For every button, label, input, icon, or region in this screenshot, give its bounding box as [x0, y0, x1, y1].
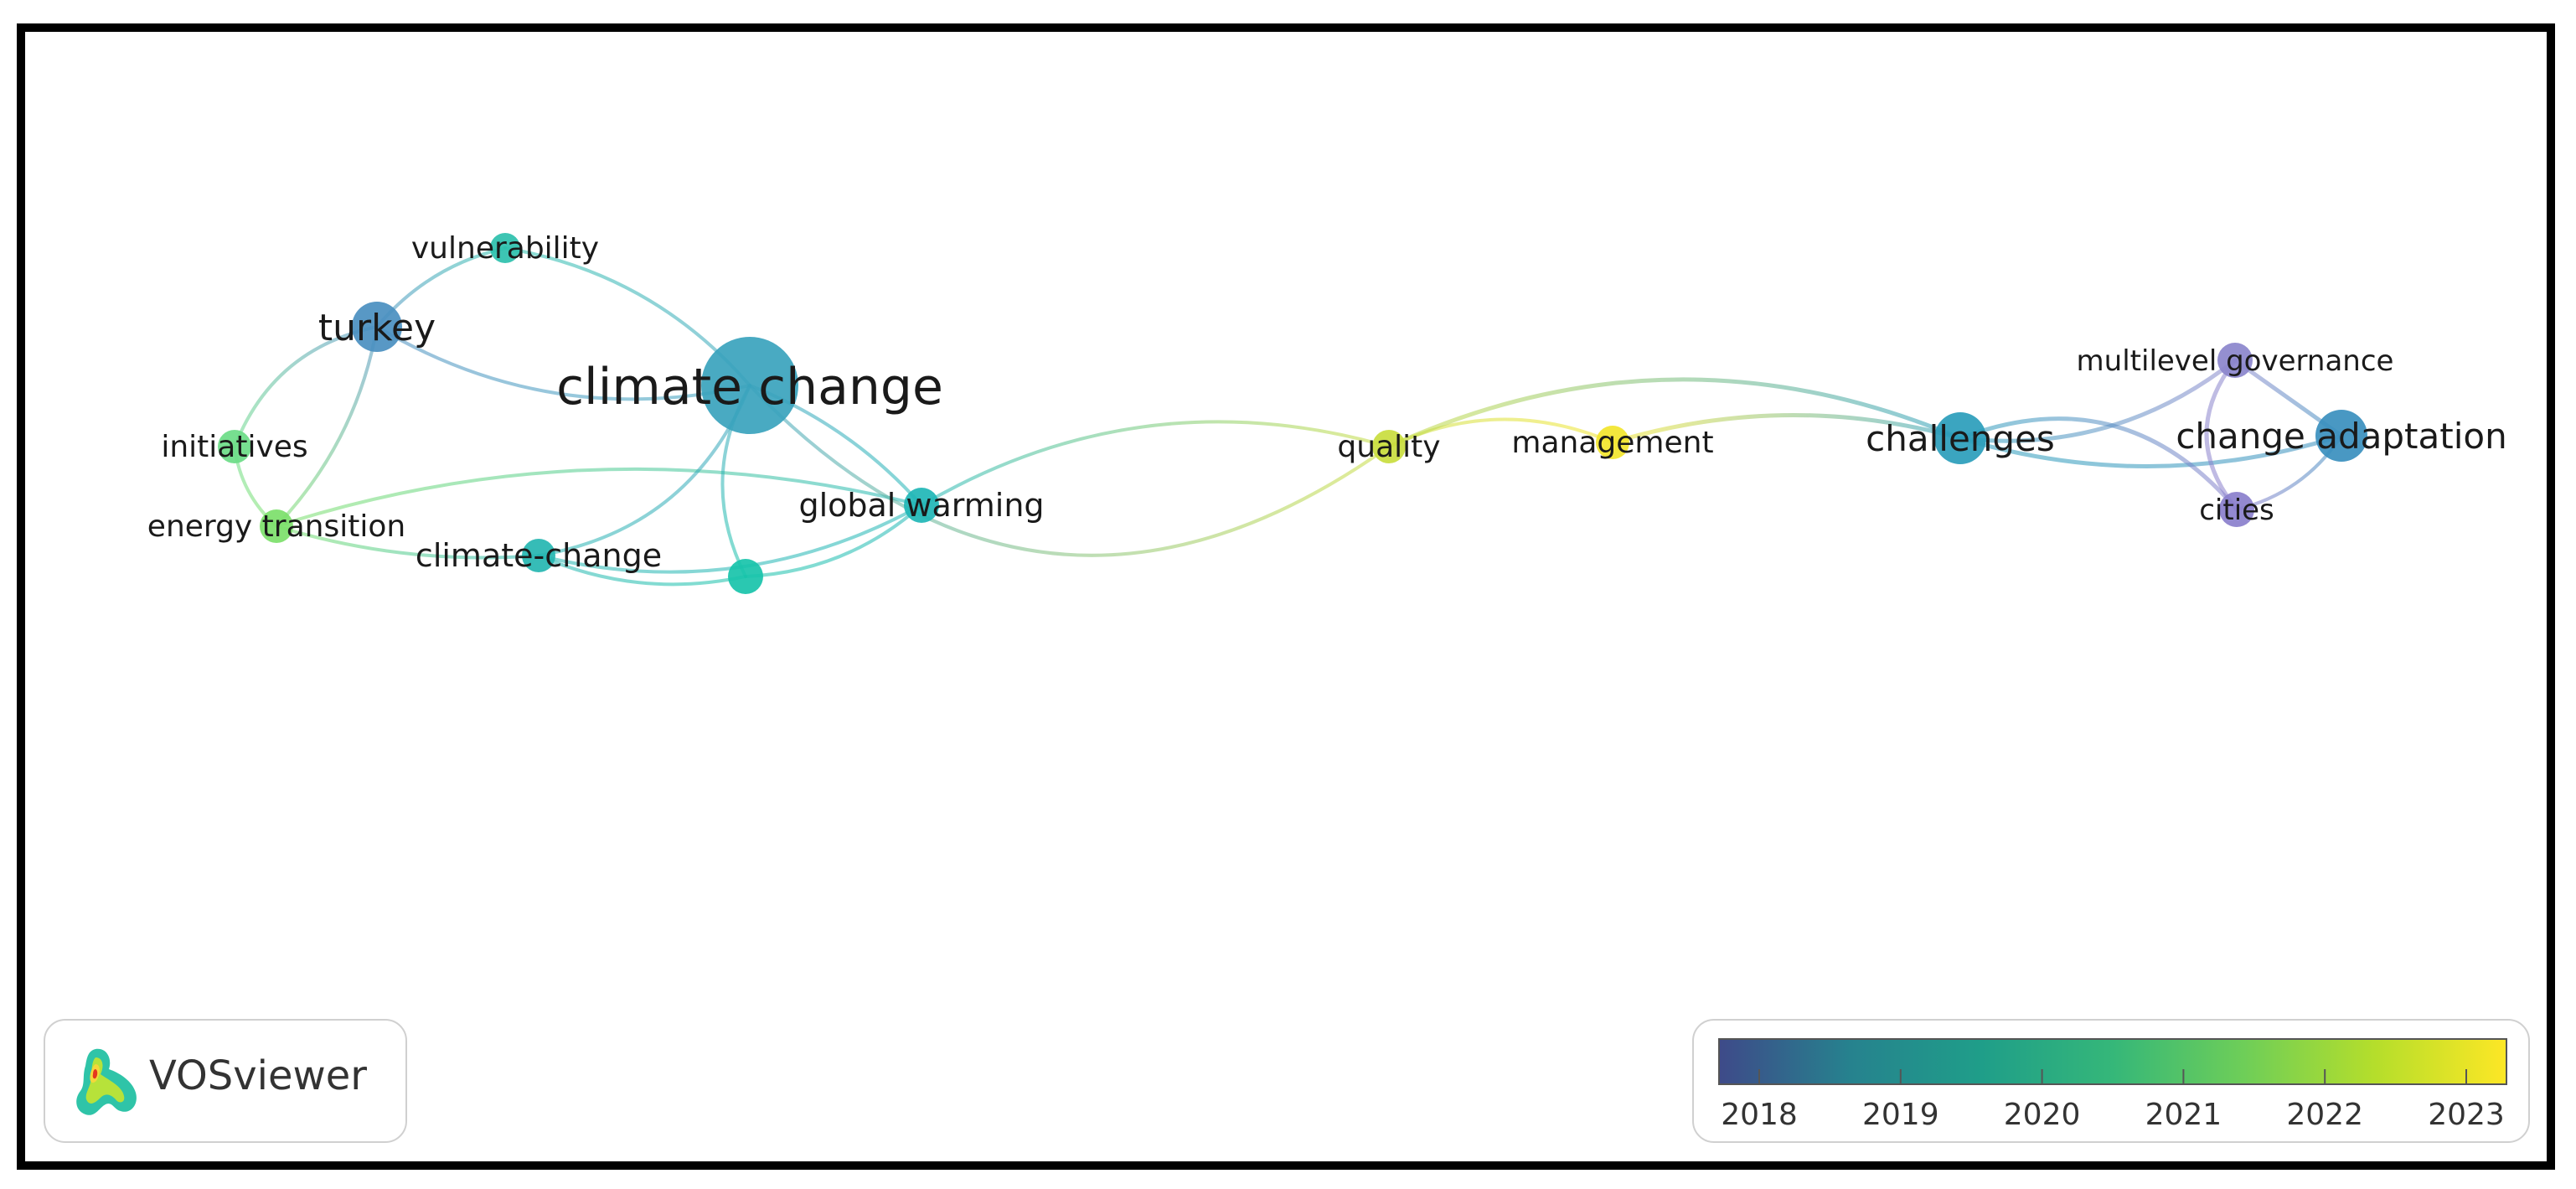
edges-layer	[233, 246, 2344, 587]
node-energy-transition[interactable]	[260, 509, 293, 543]
figure-frame	[17, 23, 2555, 1170]
vosviewer-badge: VOSviewer	[44, 1019, 407, 1143]
node-label-global-warming: global warming	[798, 487, 1044, 524]
color-scale-bar	[1718, 1038, 2507, 1085]
color-scale-svg: 2018 2019 2020 2021 2022 2023	[1718, 1038, 2507, 1132]
node-multilevel-governance[interactable]	[2217, 343, 2253, 378]
node-label-energy-transition: energy transition	[147, 509, 405, 544]
edge-climate-change-main-quality	[748, 384, 1391, 557]
node-initiatives[interactable]	[218, 430, 251, 463]
node-quality[interactable]	[1372, 430, 1406, 463]
nodes-layer	[218, 233, 2367, 594]
node-unlabeled[interactable]	[728, 559, 763, 594]
node-label-climate-change-hyphen: climate-change	[416, 537, 662, 574]
node-label-multilevel-governance: multilevel governance	[2077, 344, 2394, 378]
edge-energy-transition-global-warming	[275, 467, 923, 528]
legend-tick-label: 2023	[2428, 1098, 2505, 1132]
node-label-cities: cities	[2199, 494, 2274, 527]
node-climate-change-hyphen[interactable]	[522, 539, 555, 572]
node-management[interactable]	[1596, 426, 1629, 459]
node-label-vulnerability: vulnerability	[411, 231, 599, 266]
edge-management-challenges	[1610, 412, 1963, 445]
edge-challenges-cities	[1958, 416, 2239, 512]
edge-turkey-initiatives	[233, 325, 379, 448]
legend-tick-label: 2021	[2145, 1098, 2222, 1132]
legend-ticks: 2018 2019 2020 2021 2022 2023	[1721, 1069, 2505, 1132]
edge-quality-challenges	[1386, 377, 1963, 449]
node-label-management: management	[1511, 426, 1713, 460]
edge-challenges-change-adaptation	[1958, 433, 2344, 468]
node-label-quality: quality	[1337, 430, 1440, 464]
node-label-turkey: turkey	[318, 307, 436, 349]
edge-climate-change-hyphen-unlabeled	[537, 554, 747, 587]
node-label-climate-change-main: climate change	[556, 358, 943, 416]
legend-tick-label: 2022	[2286, 1098, 2363, 1132]
edge-turkey-energy-transition	[275, 325, 379, 528]
edge-multilevel-governance-cities	[2204, 358, 2239, 512]
node-turkey[interactable]	[352, 302, 402, 352]
node-label-challenges: challenges	[1866, 418, 2055, 459]
vosviewer-name: VOSviewer	[149, 1052, 368, 1099]
edge-global-warming-quality	[920, 420, 1391, 507]
legend-tick-label: 2020	[2004, 1098, 2081, 1132]
legend-tick-label: 2018	[1721, 1098, 1798, 1132]
node-climate-change-main[interactable]	[701, 337, 798, 434]
node-global-warming[interactable]	[904, 488, 939, 523]
node-cities[interactable]	[2219, 492, 2254, 527]
node-change-adaptation[interactable]	[2315, 410, 2367, 462]
node-challenges[interactable]	[1934, 412, 1986, 464]
node-label-change-adaptation: change adaptation	[2176, 416, 2506, 457]
node-vulnerability[interactable]	[490, 233, 520, 263]
vosviewer-logo-icon	[76, 1048, 137, 1115]
node-label-initiatives: initiatives	[161, 430, 307, 464]
edge-challenges-multilevel-governance	[1958, 358, 2238, 443]
edge-turkey-climate-change-main	[375, 325, 751, 401]
labels-layer: vulnerability turkey climate change initiat…	[147, 231, 2507, 574]
legend-tick-label: 2019	[1862, 1098, 1939, 1132]
edge-energy-transition-climate-change-hyphen	[275, 525, 540, 560]
edge-unlabeled-global-warming	[744, 504, 923, 578]
color-scale-legend: 2018 2019 2020 2021 2022 2023	[1692, 1019, 2530, 1143]
